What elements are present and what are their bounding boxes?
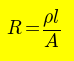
Text: $R = \dfrac{\rho l}{A}$: $R = \dfrac{\rho l}{A}$	[6, 8, 61, 50]
